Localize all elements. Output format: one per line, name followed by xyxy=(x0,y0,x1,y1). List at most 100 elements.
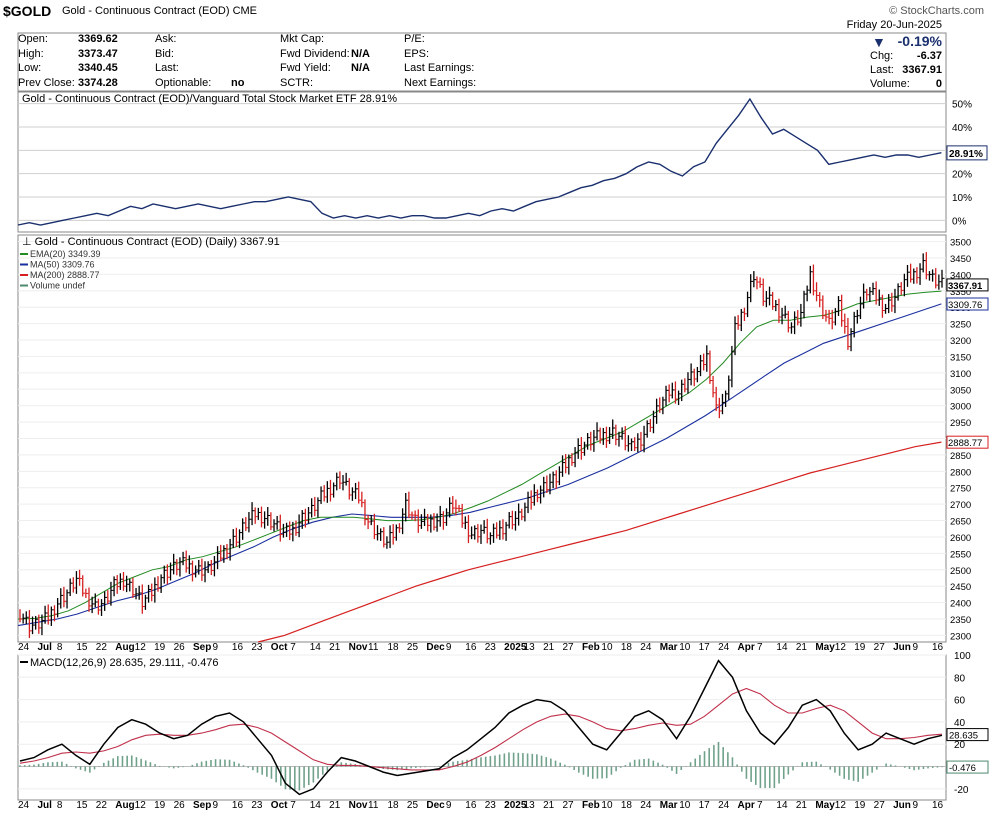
macd-tick-label: 20 xyxy=(954,740,966,751)
ratio-panel-frame xyxy=(17,91,947,233)
x-axis-label: Jun xyxy=(893,642,911,653)
quote-label: Ask: xyxy=(155,33,177,45)
x-axis-label: 2025 xyxy=(504,642,527,653)
x-axis-label: 22 xyxy=(96,800,108,811)
x-axis-label: 24 xyxy=(718,642,730,653)
x-axis-label: 7 xyxy=(290,800,296,811)
quote-value: no xyxy=(231,76,245,89)
x-axis-label: 9 xyxy=(446,800,452,811)
quote-label: SCTR: xyxy=(280,76,313,89)
x-axis-label: 10 xyxy=(679,800,691,811)
x-axis-label: 15 xyxy=(76,642,88,653)
quote-value: N/A xyxy=(351,62,370,74)
ticker-symbol: $GOLD xyxy=(3,3,52,19)
x-axis-label: Aug xyxy=(115,800,134,811)
x-axis-label: 7 xyxy=(757,800,763,811)
instrument-name: Gold - Continuous Contract (EOD) CME xyxy=(62,5,257,17)
price-tick-label: 2350 xyxy=(950,615,971,626)
x-axis-label: 16 xyxy=(465,642,477,653)
x-axis-label: Nov xyxy=(349,642,368,653)
macd-hist-label: -0.476 xyxy=(949,763,976,774)
x-axis-label: 27 xyxy=(874,800,886,811)
x-axis-label: Dec xyxy=(426,642,445,653)
x-axis-label: 7 xyxy=(290,642,296,653)
x-axis-label: 13 xyxy=(524,800,536,811)
ratio-title: Gold - Continuous Contract (EOD)/Vanguar… xyxy=(22,93,397,105)
ratio-tick-label: 40% xyxy=(952,123,972,134)
watermark: © StockCharts.com xyxy=(889,5,984,17)
quote-panel: Open: 3369.62 High: 3373.47 Low: 3340.45 Prev … xyxy=(18,33,942,91)
x-axis-label: 19 xyxy=(854,642,866,653)
x-axis-label: 27 xyxy=(874,642,886,653)
last-label: Last: xyxy=(870,64,894,76)
price-tick-label: 2650 xyxy=(950,517,971,528)
quote-label: Bid: xyxy=(155,47,174,60)
x-axis-label: 13 xyxy=(524,642,536,653)
quote-label: P/E: xyxy=(404,33,425,45)
ratio-last-box xyxy=(946,145,988,161)
legend-entry: EMA(20) 3349.39 xyxy=(30,249,101,259)
x-axis-label: 27 xyxy=(563,800,575,811)
ema20-line xyxy=(17,290,942,620)
x-axis-label: Mar xyxy=(660,642,678,653)
down-arrow-icon: ▼ xyxy=(872,34,886,50)
x-axis-label: 21 xyxy=(796,642,808,653)
x-axis-label: Apr xyxy=(738,642,755,653)
price-tick-label: 2450 xyxy=(950,582,971,593)
x-axis-label: 23 xyxy=(485,642,497,653)
change-percent: -0.19% xyxy=(897,33,942,49)
x-axis-label: 9 xyxy=(913,800,919,811)
x-axis-label: 9 xyxy=(212,800,218,811)
x-axis-label: 26 xyxy=(174,800,186,811)
quote-label: Mkt Cap: xyxy=(280,33,325,45)
x-axis-label: 16 xyxy=(232,642,244,653)
x-axis-label: 7 xyxy=(757,642,763,653)
x-axis-label: 22 xyxy=(96,642,108,653)
x-axis-label: 24 xyxy=(640,642,652,653)
x-axis-label: Aug xyxy=(115,642,134,653)
x-axis-label: Dec xyxy=(426,800,445,811)
x-axis-label: 24 xyxy=(18,642,30,653)
x-axis-label: 10 xyxy=(679,642,691,653)
x-axis-label: 24 xyxy=(718,800,730,811)
quote-panel-frame xyxy=(17,32,947,92)
macd-signal-line xyxy=(19,687,943,771)
macd-tick-label: 60 xyxy=(954,696,966,707)
price-tick-label: 3200 xyxy=(950,336,971,347)
x-axis-label: 9 xyxy=(446,642,452,653)
x-axis-label: 16 xyxy=(932,642,944,653)
price-tick-label: 3250 xyxy=(950,320,971,331)
x-axis-label: 24 xyxy=(18,800,30,811)
price-tick-label: 3350 xyxy=(950,287,971,298)
macd-last-label: 28.635 xyxy=(949,731,978,742)
x-axis-label: 8 xyxy=(57,642,63,653)
macd-tick-label: 80 xyxy=(954,673,966,684)
price-tick-label: 2750 xyxy=(950,484,971,495)
legend-entry: MA(200) 2888.77 xyxy=(30,270,100,280)
x-axis-label: 9 xyxy=(212,642,218,653)
quote-label: High: xyxy=(18,47,44,60)
x-axis-label: 19 xyxy=(154,800,166,811)
quote-value: N/A xyxy=(351,47,370,60)
price-tick-label: 2400 xyxy=(950,599,971,610)
price-title: ⊥ Gold - Continuous Contract (EOD) (Dail… xyxy=(22,236,280,248)
x-axis-label: 10 xyxy=(601,800,613,811)
last-price-tag-box xyxy=(946,278,989,292)
price-tick-label: 2550 xyxy=(950,549,971,560)
x-axis-label: Sep xyxy=(193,642,211,653)
price-tick-label: 3450 xyxy=(950,254,971,265)
quote-label: Fwd Yield: xyxy=(280,62,331,74)
x-axis-label: 10 xyxy=(601,642,613,653)
price-tick-label: 3050 xyxy=(950,385,971,396)
ratio-last-label: 28.91% xyxy=(949,149,983,160)
macd-panel-frame xyxy=(17,654,947,801)
x-axis-label: 17 xyxy=(699,800,711,811)
macd-title: MACD(12,26,9) 28.635, 29.111, -0.476 xyxy=(30,657,219,669)
ma200-tag-box xyxy=(946,435,989,449)
ma200-line xyxy=(257,441,942,643)
price-tick-label: 3400 xyxy=(950,270,971,281)
ma50-line xyxy=(17,303,942,627)
quote-label: Prev Close: xyxy=(18,76,75,89)
x-axis-label: 23 xyxy=(251,642,263,653)
